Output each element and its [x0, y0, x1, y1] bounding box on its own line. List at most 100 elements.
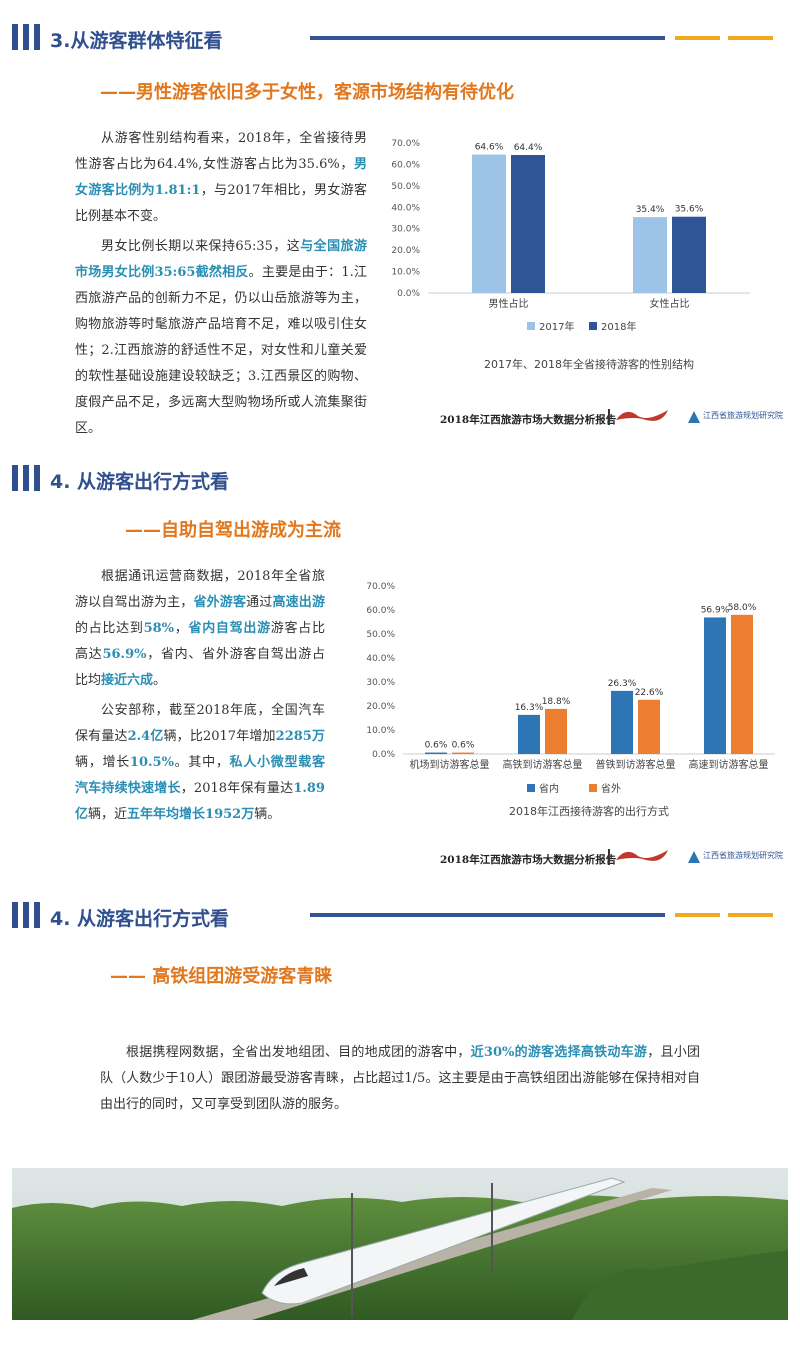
heading-rule — [728, 913, 773, 917]
legend-swatch — [527, 784, 535, 792]
value-label: 56.9% — [701, 605, 730, 615]
legend-label: 省外 — [601, 782, 621, 795]
emphasis-text: 男女游客比例为1.81:1 — [75, 157, 367, 198]
y-tick-label: 10.0% — [391, 268, 420, 278]
y-tick-label: 50.0% — [391, 182, 420, 192]
section-text: 根据携程网数据，全省出发地组团、目的地成团的游客中，近30%的游客选择高铁动车游… — [100, 1040, 700, 1122]
text-run: 辆，比2017年增加 — [163, 729, 276, 744]
heading-rule — [310, 36, 665, 40]
section-heading: 4. 从游客出行方式看 — [50, 908, 230, 930]
y-tick-label: 40.0% — [366, 654, 395, 664]
y-tick-label: 20.0% — [391, 246, 420, 256]
y-tick-label: 0.0% — [372, 750, 395, 760]
heading-icon — [12, 24, 40, 50]
paragraph: 根据携程网数据，全省出发地组团、目的地成团的游客中，近30%的游客选择高铁动车游… — [100, 1040, 700, 1118]
y-tick-label: 30.0% — [391, 225, 420, 235]
logo-mark — [616, 410, 668, 421]
value-label: 16.3% — [515, 703, 544, 713]
legend-label: 省内 — [539, 782, 559, 795]
legend-swatch — [527, 322, 535, 330]
y-tick-label: 40.0% — [391, 203, 420, 213]
x-tick-label: 女性占比 — [650, 297, 690, 310]
y-tick-label: 60.0% — [366, 606, 395, 616]
emphasis-text: 省内自驾出游 — [188, 621, 271, 636]
value-label: 35.6% — [675, 205, 704, 215]
section-text: 从游客性别结构看来，2018年，全省接待男性游客占比为64.4%,女性游客占比为… — [75, 126, 367, 446]
trees — [572, 1250, 788, 1320]
emphasis-text: 省外游客 — [193, 595, 247, 610]
heading-rule — [675, 913, 720, 917]
text-run: ，与2017年相比，男女游客比例基本不变。 — [75, 183, 367, 224]
footer-logos: 江西省旅游规划研究院 — [608, 849, 783, 865]
chart-caption: 2018年江西接待游客的出行方式 — [509, 804, 669, 818]
text-run: 辆。 — [254, 807, 281, 822]
text-run: 辆，增长 — [75, 755, 130, 770]
bar — [638, 699, 660, 754]
value-label: 18.8% — [542, 697, 571, 707]
y-tick-label: 10.0% — [366, 726, 395, 736]
text-run: 。主要是由于：1.江西旅游产品的创新力不足，仍以山岳旅游等为主，购物旅游等时髦旅… — [75, 265, 368, 436]
bar — [704, 617, 726, 754]
legend-swatch — [589, 322, 597, 330]
heading-rule — [728, 36, 773, 40]
bar — [545, 708, 567, 754]
x-tick-label: 机场到访游客总量 — [410, 758, 490, 771]
paragraph: 公安部称，截至2018年底，全国汽车保有量达2.4亿辆，比2017年增加2285… — [75, 698, 325, 828]
y-tick-label: 70.0% — [391, 139, 420, 149]
x-tick-label: 普铁到访游客总量 — [596, 758, 676, 771]
text-run: 根据通讯运营商数据，2018年全省旅游以自驾出游为主， — [75, 569, 325, 610]
chart: 0.0% 10.0% 20.0% 30.0% 40.0% 50.0% 60.0% 70.0% 机… — [366, 582, 775, 818]
train-photo — [12, 1168, 788, 1320]
logo-mark — [616, 850, 668, 861]
bar — [472, 154, 506, 293]
bar — [672, 216, 706, 293]
text-run: ，省内、省外游客自驾出游占比均 — [75, 647, 325, 688]
paragraph: 根据通讯运营商数据，2018年全省旅游以自驾出游为主，省外游客通过高速出游的占比… — [75, 564, 325, 694]
logo-mark — [688, 851, 700, 863]
train-window — [274, 1268, 308, 1286]
text-run: 。其中， — [173, 755, 230, 770]
value-label: 22.6% — [635, 688, 664, 698]
section-subtitle: —— 高铁组团游受游客青睐 — [110, 966, 333, 987]
bar — [633, 217, 667, 293]
text-run: ，2018年保有量达 — [180, 781, 294, 796]
bar — [425, 752, 447, 754]
text-run: 的占比达到 — [75, 621, 144, 636]
emphasis-text: 2.4亿 — [127, 729, 164, 744]
emphasis-text: 2285万 — [275, 729, 325, 744]
value-label: 26.3% — [608, 679, 637, 689]
footer-report: 2018年江西旅游市场大数据分析报告 — [440, 854, 617, 866]
emphasis-text: 私人小微型载客汽车持续快速增长 — [75, 755, 325, 796]
section-subtitle: ——自助自驾出游成为主流 — [125, 520, 341, 541]
value-label: 0.6% — [425, 741, 448, 751]
bar — [511, 155, 545, 293]
value-label: 35.4% — [636, 205, 665, 215]
paragraph: 男女比例长期以来保持65:35，这与全国旅游市场男女比例35:65截然相反。主要… — [75, 234, 367, 442]
emphasis-text: 与全国旅游市场男女比例35:65截然相反 — [75, 239, 367, 280]
footer-logos: 江西省旅游规划研究院 — [608, 409, 783, 425]
footer-report: 2018年江西旅游市场大数据分析报告 — [440, 414, 617, 426]
section-subtitle: ——男性游客依旧多于女性，客源市场结构有待优化 — [100, 82, 514, 103]
emphasis-text: 10.5% — [129, 755, 174, 770]
emphasis-text: 接近六成 — [101, 673, 154, 688]
x-tick-label: 男性占比 — [489, 297, 529, 310]
y-tick-label: 70.0% — [366, 582, 395, 592]
heading-icon — [12, 902, 40, 928]
heading-rule — [675, 36, 720, 40]
legend-label: 2017年 — [539, 320, 574, 333]
y-tick-label: 0.0% — [397, 289, 420, 299]
text-run: 游客占比高达 — [75, 621, 325, 662]
y-tick-label: 50.0% — [366, 630, 395, 640]
x-tick-label: 高铁到访游客总量 — [503, 758, 583, 771]
text-run: 辆，近 — [88, 807, 128, 822]
y-tick-label: 60.0% — [391, 160, 420, 170]
emphasis-text: 五年年均增长1952万 — [127, 807, 255, 822]
footer-institute: 江西省旅游规划研究院 — [703, 410, 783, 420]
bar — [518, 714, 540, 754]
footer-institute: 江西省旅游规划研究院 — [703, 850, 783, 860]
section-heading: 4. 从游客出行方式看 — [50, 471, 230, 493]
y-tick-label: 30.0% — [366, 678, 395, 688]
text-run: 从游客性别结构看来，2018年，全省接待男性游客占比为64.4%,女性游客占比为… — [75, 131, 367, 172]
legend-swatch — [589, 784, 597, 792]
